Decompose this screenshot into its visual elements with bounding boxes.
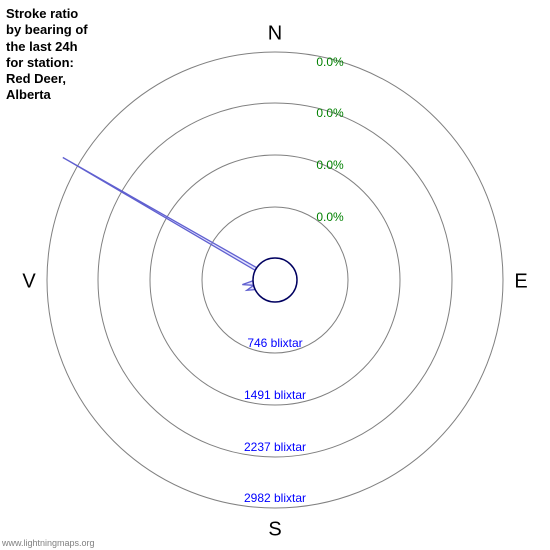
ring-label-count: 2982 blixtar <box>244 491 306 505</box>
cardinal-e: E <box>514 270 527 292</box>
polar-chart: N S E V 0.0% 0.0% 0.0% 0.0% 746 blixtar 1491 blix… <box>0 0 550 550</box>
cardinal-w: V <box>22 270 36 292</box>
inner-circle <box>253 258 297 302</box>
ring-label-percent: 0.0% <box>316 158 344 172</box>
ring-label-percent: 0.0% <box>316 106 344 120</box>
ring-label-count: 2237 blixtar <box>244 440 306 454</box>
ring-label-percent: 0.0% <box>316 210 344 224</box>
bearing-sector <box>63 158 257 271</box>
ring-label-count: 746 blixtar <box>247 336 302 350</box>
bearing-sector-small <box>242 281 253 286</box>
ring-label-count: 1491 blixtar <box>244 388 306 402</box>
ring-label-percent: 0.0% <box>316 55 344 69</box>
cardinal-s: S <box>268 518 281 540</box>
cardinal-n: N <box>268 22 282 44</box>
